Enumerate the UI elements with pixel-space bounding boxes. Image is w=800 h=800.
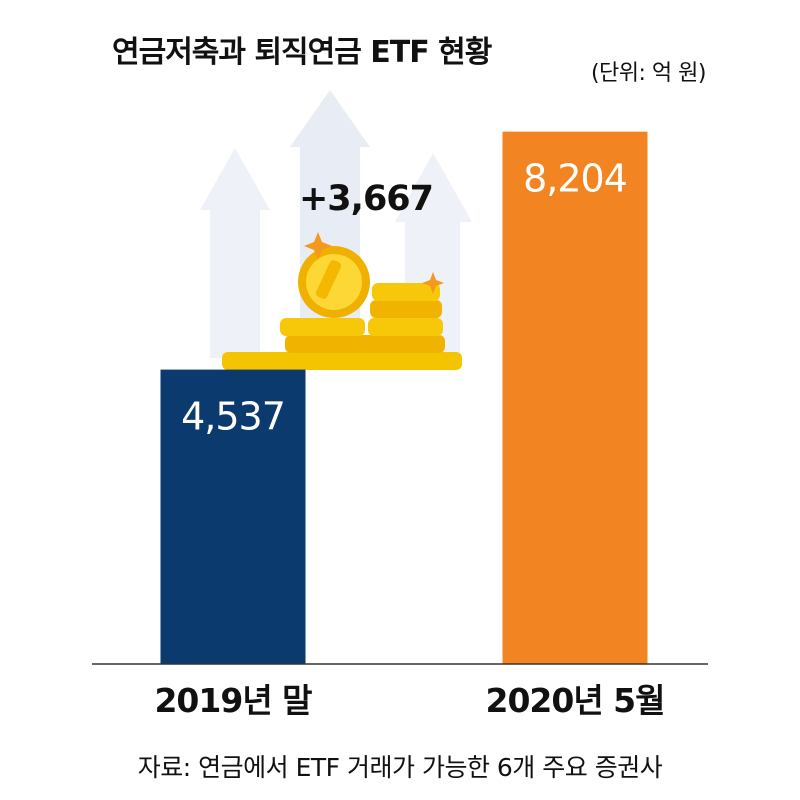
gold-coins-icon — [222, 232, 462, 370]
bars-group: 4,537 2019년 말 8,204 2020년 5월 — [154, 131, 666, 720]
bar-value-label: 8,204 — [523, 157, 627, 201]
bar-2 — [502, 131, 648, 664]
difference-label: +3,667 — [299, 179, 433, 219]
sparkle-icon — [422, 272, 444, 294]
category-label: 2020년 5월 — [485, 681, 664, 720]
bar-1 — [160, 369, 306, 664]
bar-value-label: 4,537 — [181, 395, 285, 439]
unit-label: (단위: 억 원) — [591, 61, 706, 86]
category-label: 2019년 말 — [154, 681, 312, 720]
chart-title: 연금저축과 퇴직연금 ETF 현황 — [112, 35, 492, 70]
sparkle-icon — [304, 232, 332, 260]
source-note: 자료: 연금에서 ETF 거래가 가능한 6개 주요 증권사 — [138, 753, 663, 782]
